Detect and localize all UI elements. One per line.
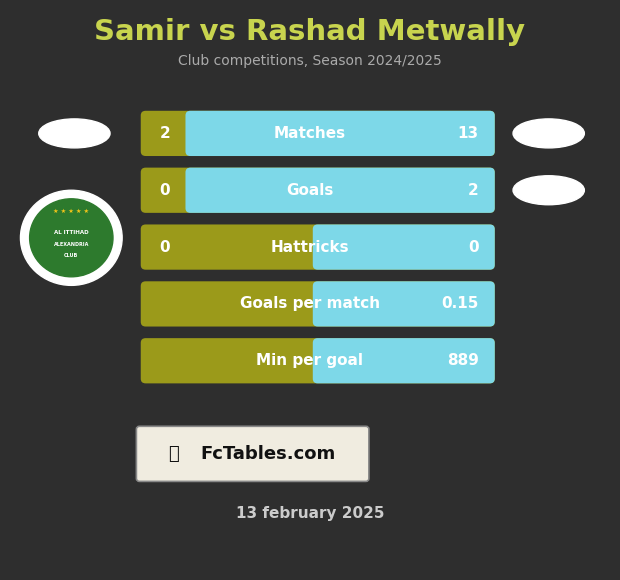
Text: 2: 2 bbox=[159, 126, 170, 141]
FancyBboxPatch shape bbox=[312, 281, 495, 327]
Ellipse shape bbox=[513, 176, 584, 205]
Text: 0: 0 bbox=[468, 240, 479, 255]
Text: 2: 2 bbox=[468, 183, 479, 198]
Text: Min per goal: Min per goal bbox=[257, 353, 363, 368]
Text: 📊: 📊 bbox=[168, 445, 179, 463]
Circle shape bbox=[20, 190, 122, 285]
Text: ★ ★ ★ ★ ★: ★ ★ ★ ★ ★ bbox=[53, 209, 89, 214]
Ellipse shape bbox=[513, 119, 584, 148]
FancyBboxPatch shape bbox=[141, 168, 495, 213]
Text: 0: 0 bbox=[159, 183, 170, 198]
Text: Samir vs Rashad Metwally: Samir vs Rashad Metwally bbox=[94, 18, 526, 46]
Text: Matches: Matches bbox=[274, 126, 346, 141]
Text: CLUB: CLUB bbox=[64, 253, 78, 258]
FancyBboxPatch shape bbox=[185, 111, 495, 156]
Text: 889: 889 bbox=[447, 353, 479, 368]
Ellipse shape bbox=[38, 119, 110, 148]
FancyBboxPatch shape bbox=[312, 338, 495, 383]
Text: FcTables.com: FcTables.com bbox=[200, 445, 336, 463]
FancyBboxPatch shape bbox=[185, 168, 495, 213]
Text: AL ITTIHAD: AL ITTIHAD bbox=[54, 230, 89, 234]
Circle shape bbox=[30, 199, 113, 277]
Text: 13: 13 bbox=[458, 126, 479, 141]
FancyBboxPatch shape bbox=[141, 224, 495, 270]
FancyBboxPatch shape bbox=[141, 281, 495, 327]
Text: Goals per match: Goals per match bbox=[240, 296, 380, 311]
Text: 13 february 2025: 13 february 2025 bbox=[236, 506, 384, 521]
FancyBboxPatch shape bbox=[312, 224, 495, 270]
Text: Goals: Goals bbox=[286, 183, 334, 198]
Text: 0: 0 bbox=[159, 240, 170, 255]
FancyBboxPatch shape bbox=[136, 426, 369, 481]
Text: ALEXANDRIA: ALEXANDRIA bbox=[53, 242, 89, 247]
Text: Club competitions, Season 2024/2025: Club competitions, Season 2024/2025 bbox=[178, 54, 442, 68]
Text: 0.15: 0.15 bbox=[441, 296, 479, 311]
Text: Hattricks: Hattricks bbox=[271, 240, 349, 255]
FancyBboxPatch shape bbox=[141, 338, 495, 383]
FancyBboxPatch shape bbox=[141, 111, 495, 156]
